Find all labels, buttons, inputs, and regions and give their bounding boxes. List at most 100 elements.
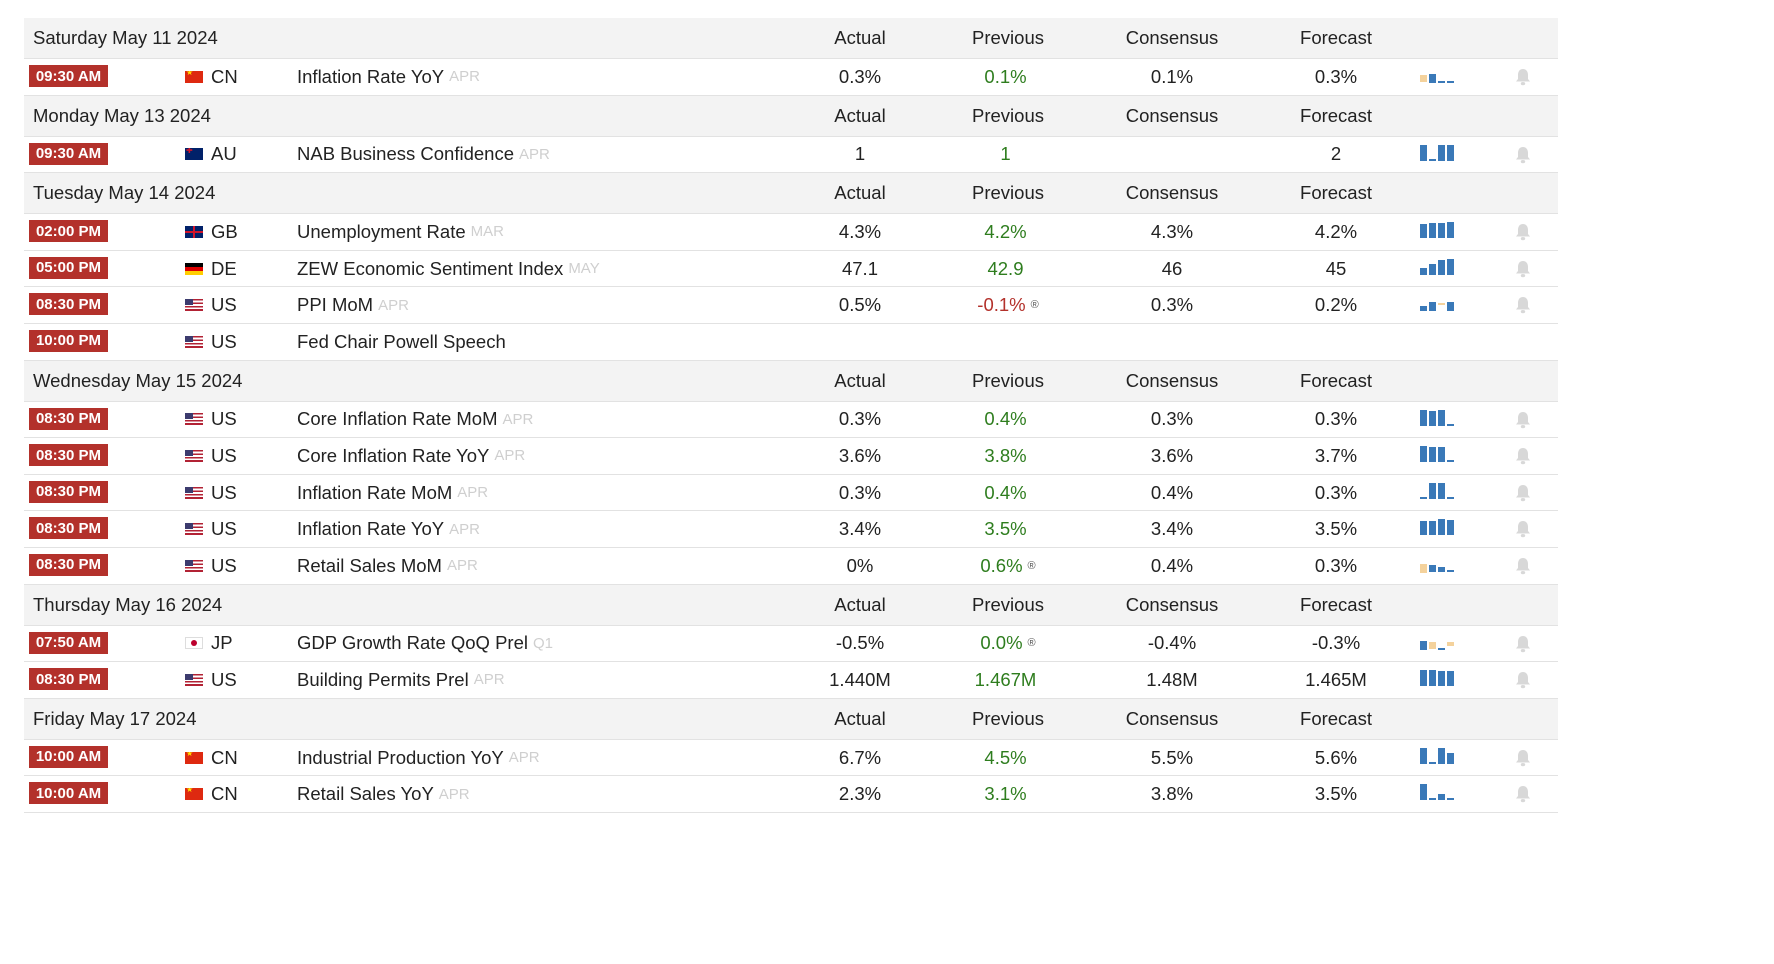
bell-icon[interactable] (1515, 296, 1531, 314)
event-name-link[interactable]: Inflation Rate YoY (297, 65, 445, 87)
country-flag-icon (185, 299, 203, 312)
event-name-link[interactable]: Fed Chair Powell Speech (297, 330, 506, 352)
event-name-link[interactable]: Industrial Production YoY (297, 746, 504, 768)
event-time-badge: 08:30 PM (29, 668, 108, 691)
previous-value: 1.467M (974, 668, 1037, 690)
event-name-cell[interactable]: Retail Sales YoY APR (297, 776, 470, 812)
event-name-cell[interactable]: Core Inflation Rate MoM APR (297, 402, 533, 438)
event-name-cell[interactable]: Fed Chair Powell Speech (297, 324, 511, 360)
event-row[interactable]: 10:00 AM CN Industrial Production YoY AP… (24, 739, 1558, 777)
sparkline-bar (1429, 641, 1436, 649)
event-name-cell[interactable]: Inflation Rate YoY APR (297, 59, 480, 95)
bell-icon[interactable] (1515, 484, 1531, 502)
event-name-link[interactable]: Building Permits Prel (297, 668, 469, 690)
bell-icon[interactable] (1515, 411, 1531, 429)
consensus-value: 3.6% (1150, 444, 1194, 466)
event-row[interactable]: 10:00 PM US Fed Chair Powell Speech (24, 323, 1558, 361)
event-name-cell[interactable]: NAB Business Confidence APR (297, 137, 550, 173)
event-name-cell[interactable]: PPI MoM APR (297, 287, 409, 323)
event-name-link[interactable]: Core Inflation Rate MoM (297, 408, 498, 430)
sparkline-mini-chart[interactable] (1420, 214, 1460, 250)
sparkline-mini-chart[interactable] (1420, 662, 1460, 698)
consensus-value: 1.48M (1146, 668, 1198, 690)
event-row[interactable]: 05:00 PM DE ZEW Economic Sentiment Index… (24, 250, 1558, 288)
event-row[interactable]: 02:00 PM GB Unemployment Rate MAR 4.3% 4… (24, 214, 1558, 251)
bell-icon[interactable] (1515, 557, 1531, 575)
sparkline-mini-chart[interactable] (1420, 511, 1460, 547)
event-name-link[interactable]: Core Inflation Rate YoY (297, 444, 490, 466)
sparkline-bar (1429, 564, 1436, 572)
event-name-cell[interactable]: Unemployment Rate MAR (297, 214, 504, 250)
event-row[interactable]: 09:30 AM CN Inflation Rate YoY APR 0.3% … (24, 59, 1558, 96)
sparkline-mini-chart[interactable] (1420, 776, 1460, 812)
event-row[interactable]: 08:30 PM US Inflation Rate YoY APR 3.4% … (24, 511, 1558, 548)
event-row[interactable]: 08:30 PM US Inflation Rate MoM APR 0.3% … (24, 474, 1558, 512)
event-reference-period: APR (502, 410, 534, 428)
consensus-column-header: Consensus (1125, 369, 1219, 391)
actual-value: 0.3% (838, 65, 882, 87)
event-row[interactable]: 08:30 PM US Retail Sales MoM APR 0% 0.6%… (24, 547, 1558, 585)
event-name-cell[interactable]: Industrial Production YoY APR (297, 740, 540, 776)
event-name-link[interactable]: PPI MoM (297, 294, 374, 316)
sparkline-mini-chart[interactable] (1420, 137, 1460, 173)
event-name-cell[interactable]: ZEW Economic Sentiment Index MAY (297, 251, 600, 287)
event-name-cell[interactable]: Inflation Rate YoY APR (297, 511, 480, 547)
sparkline-mini-chart[interactable] (1420, 287, 1460, 323)
event-name-link[interactable]: Retail Sales MoM (297, 554, 442, 576)
consensus-value (1112, 137, 1232, 173)
bell-icon[interactable] (1515, 68, 1531, 86)
sparkline-mini-chart[interactable] (1420, 626, 1460, 662)
sparkline-mini-chart[interactable] (1420, 475, 1460, 511)
event-name-cell[interactable]: GDP Growth Rate QoQ Prel Q1 (297, 626, 553, 662)
bell-icon[interactable] (1515, 785, 1531, 803)
sparkline-bar (1438, 409, 1445, 426)
sparkline-mini-chart[interactable] (1420, 402, 1460, 438)
event-row[interactable]: 08:30 PM US Core Inflation Rate MoM APR … (24, 401, 1558, 439)
event-name-cell[interactable]: Retail Sales MoM APR (297, 548, 478, 584)
bell-icon[interactable] (1515, 260, 1531, 278)
event-row[interactable]: 07:50 AM JP GDP Growth Rate QoQ Prel Q1 … (24, 625, 1558, 663)
event-name-link[interactable]: Inflation Rate YoY (297, 518, 445, 540)
sparkline-bar (1420, 747, 1427, 764)
day-date: Monday May 13 2024 (33, 104, 211, 126)
event-name-cell[interactable]: Inflation Rate MoM APR (297, 475, 488, 511)
event-country: US (185, 402, 237, 438)
sparkline-mini-chart[interactable] (1420, 438, 1460, 474)
sparkline-mini-chart[interactable] (1420, 251, 1460, 287)
event-name-link[interactable]: GDP Growth Rate QoQ Prel (297, 632, 528, 654)
day-date: Saturday May 11 2024 (33, 27, 218, 48)
event-row[interactable]: 09:30 AM AU NAB Business Confidence APR … (24, 136, 1558, 174)
event-name-link[interactable]: Retail Sales YoY (297, 783, 434, 805)
bell-icon[interactable] (1515, 520, 1531, 538)
sparkline-bar (1438, 446, 1445, 463)
sparkline-mini-chart[interactable] (1420, 324, 1460, 360)
bell-icon[interactable] (1515, 223, 1531, 241)
bell-icon[interactable] (1515, 749, 1531, 767)
bell-icon[interactable] (1515, 447, 1531, 465)
event-row[interactable]: 08:30 PM US Building Permits Prel APR 1.… (24, 662, 1558, 699)
bell-icon[interactable] (1515, 146, 1531, 164)
event-name-link[interactable]: ZEW Economic Sentiment Index (297, 257, 564, 279)
bell-icon[interactable] (1515, 635, 1531, 653)
event-row[interactable]: 08:30 PM US PPI MoM APR 0.5% -0.1% ® 0.3… (24, 287, 1558, 324)
event-name-cell[interactable]: Core Inflation Rate YoY APR (297, 438, 525, 474)
previous-value-cell: 1.467M (948, 662, 1068, 698)
event-reference-period: APR (449, 520, 480, 538)
event-name-cell[interactable]: Building Permits Prel APR (297, 662, 505, 698)
bell-icon[interactable] (1515, 671, 1531, 689)
event-name-link[interactable]: Inflation Rate MoM (297, 481, 453, 503)
previous-value: 0.4% (984, 408, 1027, 430)
previous-value: -0.1% (977, 294, 1026, 316)
sparkline-mini-chart[interactable] (1420, 740, 1460, 776)
event-name-link[interactable]: Unemployment Rate (297, 220, 466, 242)
country-flag-icon (185, 262, 203, 275)
event-row[interactable]: 08:30 PM US Core Inflation Rate YoY APR … (24, 438, 1558, 475)
event-name-link[interactable]: NAB Business Confidence (297, 143, 514, 165)
event-reference-period: Q1 (533, 634, 554, 652)
previous-value-cell: -0.1% ® (948, 287, 1068, 323)
sparkline-mini-chart[interactable] (1420, 59, 1460, 95)
country-code: JP (211, 632, 233, 654)
day-header-row: Saturday May 11 2024 Actual Previous Con… (24, 18, 1558, 59)
sparkline-mini-chart[interactable] (1420, 548, 1460, 584)
event-row[interactable]: 10:00 AM CN Retail Sales YoY APR 2.3% 3.… (24, 776, 1558, 813)
